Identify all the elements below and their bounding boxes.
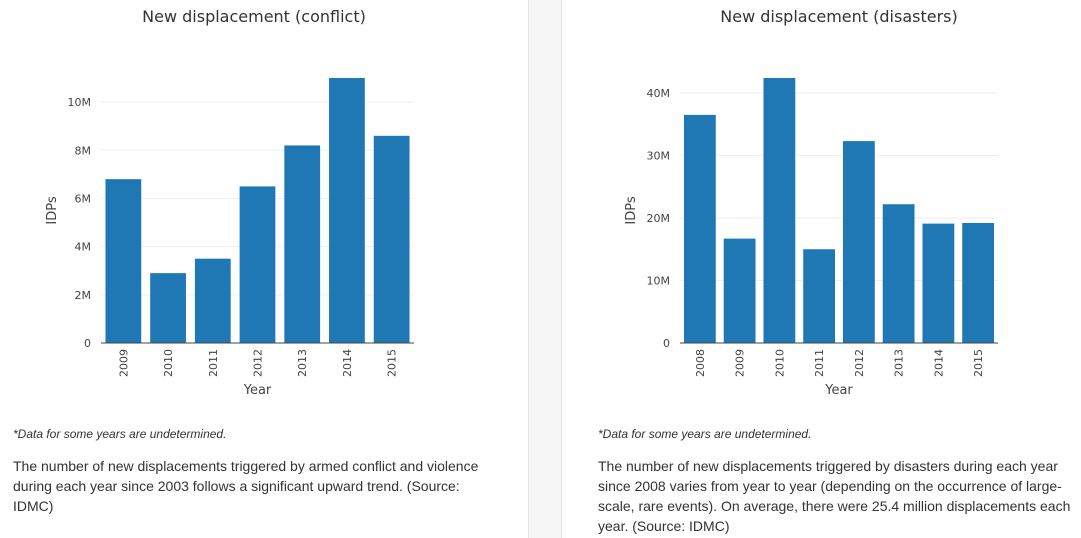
- x-tick-label: 2009: [117, 349, 130, 377]
- bar-2010[interactable]: [763, 78, 796, 343]
- x-tick-label: 2014: [932, 349, 945, 377]
- x-tick-label: 2012: [252, 349, 265, 377]
- y-tick-label: 30M: [647, 150, 671, 163]
- disasters-description: The number of new displacements triggere…: [598, 458, 1071, 534]
- x-tick-label: 2014: [341, 349, 354, 377]
- y-tick-label: 6M: [75, 192, 92, 205]
- conflict-panel: New displacement (conflict) 0 2M 4M 6M 8M 10M 2…: [0, 0, 528, 538]
- bar-2008[interactable]: [683, 114, 716, 343]
- disasters-panel: New displacement (disasters) 0 10M 20M 30M 40…: [562, 0, 1081, 538]
- bar-2010[interactable]: [150, 273, 186, 343]
- bar-2009[interactable]: [105, 179, 142, 343]
- y-tick-label: 0: [84, 337, 91, 350]
- bar-2014[interactable]: [329, 78, 365, 343]
- y-axis-title: IDPs: [45, 196, 60, 224]
- x-tick-label: 2012: [853, 349, 866, 377]
- y-tick-label: 10M: [68, 96, 92, 109]
- disasters-bar-chart: New displacement (disasters) 0 10M 20M 30M 40…: [624, 7, 998, 398]
- y-axis-title: IDPs: [624, 196, 639, 224]
- x-tick-label: 2009: [734, 349, 747, 377]
- x-axis-title: Year: [824, 383, 853, 398]
- x-tick-label: 2011: [207, 349, 220, 377]
- x-tick-label: 2013: [893, 349, 906, 377]
- chart-title: New displacement (conflict): [142, 7, 366, 26]
- conflict-footnote: *Data for some years are undetermined.: [13, 427, 227, 441]
- bar-2015[interactable]: [373, 135, 410, 343]
- y-tick-label: 10M: [647, 275, 671, 288]
- bar-2013[interactable]: [882, 204, 915, 343]
- bar-2015[interactable]: [962, 223, 995, 343]
- y-tick-label: 4M: [75, 241, 92, 254]
- x-tick-label: 2010: [162, 349, 175, 377]
- x-tick-label: 2011: [813, 349, 826, 377]
- bar-2011[interactable]: [803, 249, 836, 343]
- bar-2009[interactable]: [723, 238, 756, 343]
- bar-2013[interactable]: [284, 145, 321, 343]
- x-axis-title: Year: [243, 383, 272, 398]
- bar-2014[interactable]: [922, 223, 955, 343]
- x-tick-label: 2015: [972, 349, 985, 377]
- panel-divider: [528, 0, 562, 538]
- bar-2012[interactable]: [239, 186, 276, 343]
- y-tick-label: 40M: [647, 87, 671, 100]
- y-tick-label: 20M: [647, 212, 671, 225]
- conflict-bar-chart: New displacement (conflict) 0 2M 4M 6M 8M 10M 2…: [45, 7, 414, 398]
- x-tick-label: 2010: [773, 349, 786, 377]
- x-tick-label: 2008: [694, 349, 707, 377]
- y-tick-label: 0: [663, 337, 670, 350]
- disasters-footnote: *Data for some years are undetermined.: [598, 427, 812, 441]
- bar-2011[interactable]: [194, 258, 231, 343]
- y-tick-label: 8M: [75, 144, 92, 157]
- chart-title: New displacement (disasters): [720, 7, 958, 26]
- conflict-description: The number of new displacements triggere…: [13, 458, 479, 514]
- x-tick-label: 2015: [386, 349, 399, 377]
- x-tick-label: 2013: [296, 349, 309, 377]
- y-tick-label: 2M: [75, 289, 92, 302]
- bar-2012[interactable]: [842, 141, 875, 343]
